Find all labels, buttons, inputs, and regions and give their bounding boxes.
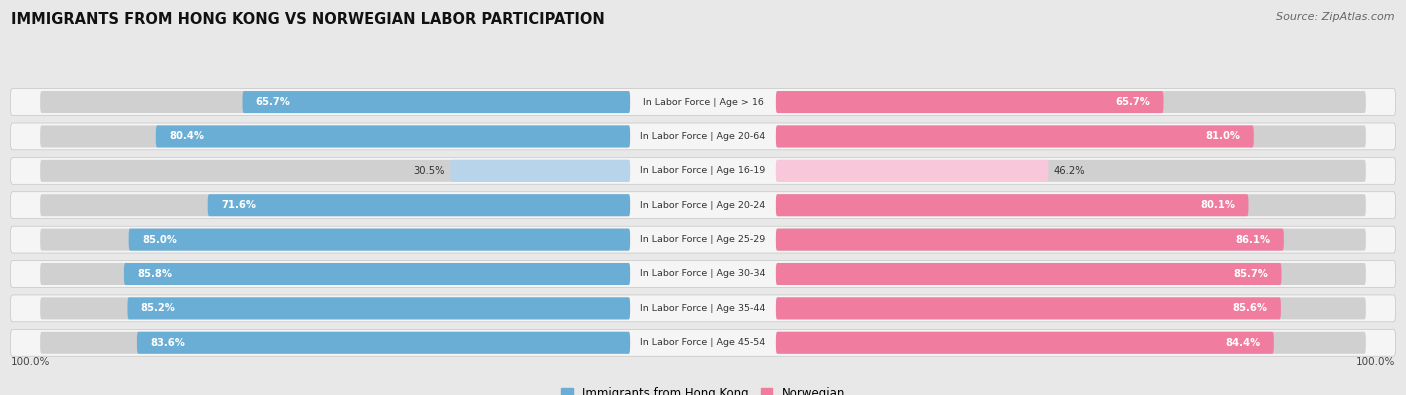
Text: In Labor Force | Age 35-44: In Labor Force | Age 35-44 (640, 304, 766, 313)
FancyBboxPatch shape (129, 229, 630, 250)
Text: 85.8%: 85.8% (138, 269, 172, 279)
FancyBboxPatch shape (41, 263, 630, 285)
FancyBboxPatch shape (41, 194, 630, 216)
FancyBboxPatch shape (242, 91, 630, 113)
FancyBboxPatch shape (776, 297, 1281, 320)
FancyBboxPatch shape (10, 295, 1396, 322)
FancyBboxPatch shape (776, 126, 1254, 147)
FancyBboxPatch shape (776, 263, 1365, 285)
Text: 83.6%: 83.6% (150, 338, 186, 348)
Text: 30.5%: 30.5% (413, 166, 444, 176)
Text: 85.0%: 85.0% (142, 235, 177, 245)
Text: In Labor Force | Age 20-64: In Labor Force | Age 20-64 (640, 132, 766, 141)
Text: 86.1%: 86.1% (1236, 235, 1271, 245)
Text: In Labor Force | Age 20-24: In Labor Force | Age 20-24 (640, 201, 766, 210)
FancyBboxPatch shape (776, 91, 1164, 113)
Text: In Labor Force | Age 45-54: In Labor Force | Age 45-54 (640, 338, 766, 347)
Text: 46.2%: 46.2% (1053, 166, 1085, 176)
FancyBboxPatch shape (10, 192, 1396, 218)
FancyBboxPatch shape (208, 194, 630, 216)
Text: In Labor Force | Age > 16: In Labor Force | Age > 16 (643, 98, 763, 107)
FancyBboxPatch shape (450, 160, 630, 182)
Text: In Labor Force | Age 16-19: In Labor Force | Age 16-19 (640, 166, 766, 175)
FancyBboxPatch shape (41, 126, 630, 147)
FancyBboxPatch shape (776, 297, 1365, 320)
FancyBboxPatch shape (776, 229, 1284, 250)
FancyBboxPatch shape (41, 229, 630, 250)
Text: 85.6%: 85.6% (1233, 303, 1268, 313)
FancyBboxPatch shape (10, 88, 1396, 115)
FancyBboxPatch shape (10, 123, 1396, 150)
FancyBboxPatch shape (776, 332, 1365, 354)
FancyBboxPatch shape (41, 91, 630, 113)
FancyBboxPatch shape (41, 297, 630, 320)
Text: In Labor Force | Age 30-34: In Labor Force | Age 30-34 (640, 269, 766, 278)
Text: 100.0%: 100.0% (10, 357, 49, 367)
FancyBboxPatch shape (41, 332, 630, 354)
Text: IMMIGRANTS FROM HONG KONG VS NORWEGIAN LABOR PARTICIPATION: IMMIGRANTS FROM HONG KONG VS NORWEGIAN L… (11, 12, 605, 27)
FancyBboxPatch shape (10, 226, 1396, 253)
Text: 81.0%: 81.0% (1205, 132, 1240, 141)
Text: 85.2%: 85.2% (141, 303, 176, 313)
Text: 85.7%: 85.7% (1233, 269, 1268, 279)
Text: 100.0%: 100.0% (1357, 357, 1396, 367)
FancyBboxPatch shape (776, 160, 1049, 182)
Text: 65.7%: 65.7% (1115, 97, 1150, 107)
Legend: Immigrants from Hong Kong, Norwegian: Immigrants from Hong Kong, Norwegian (557, 382, 849, 395)
Text: 84.4%: 84.4% (1225, 338, 1261, 348)
FancyBboxPatch shape (136, 332, 630, 354)
Text: 65.7%: 65.7% (256, 97, 291, 107)
FancyBboxPatch shape (41, 160, 630, 182)
Text: In Labor Force | Age 25-29: In Labor Force | Age 25-29 (640, 235, 766, 244)
Text: 80.4%: 80.4% (169, 132, 204, 141)
FancyBboxPatch shape (156, 126, 630, 147)
Text: 80.1%: 80.1% (1201, 200, 1236, 210)
FancyBboxPatch shape (776, 126, 1365, 147)
FancyBboxPatch shape (10, 158, 1396, 184)
Text: 71.6%: 71.6% (221, 200, 256, 210)
FancyBboxPatch shape (124, 263, 630, 285)
FancyBboxPatch shape (776, 263, 1281, 285)
Text: Source: ZipAtlas.com: Source: ZipAtlas.com (1277, 12, 1395, 22)
FancyBboxPatch shape (776, 229, 1365, 250)
FancyBboxPatch shape (776, 160, 1365, 182)
FancyBboxPatch shape (776, 91, 1365, 113)
FancyBboxPatch shape (128, 297, 630, 320)
FancyBboxPatch shape (776, 194, 1249, 216)
FancyBboxPatch shape (10, 329, 1396, 356)
FancyBboxPatch shape (776, 194, 1365, 216)
FancyBboxPatch shape (776, 332, 1274, 354)
FancyBboxPatch shape (10, 261, 1396, 288)
